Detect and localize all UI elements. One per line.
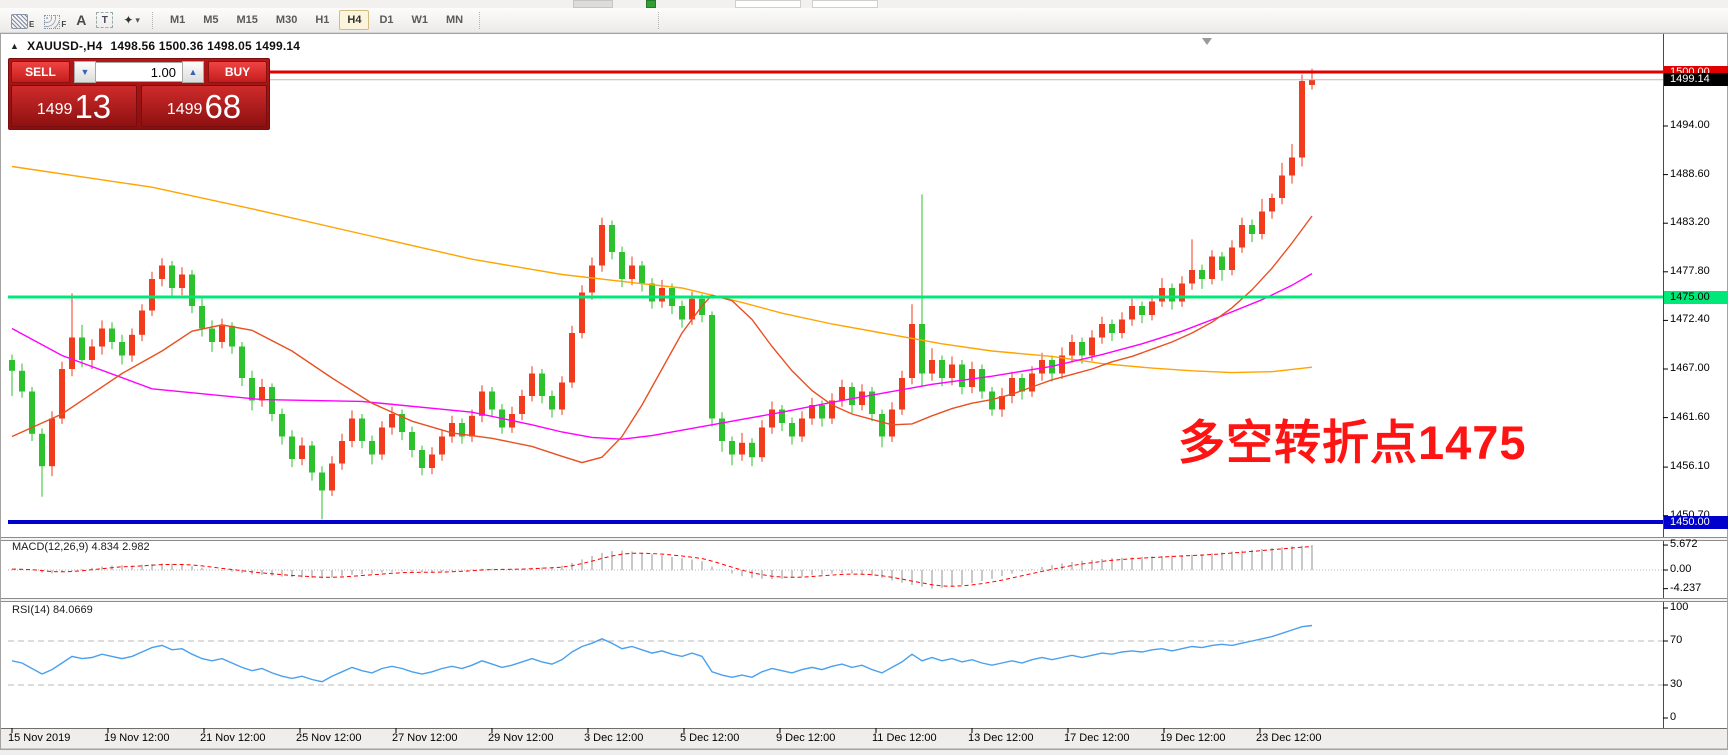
rsi-axis-label: 30 [1670,678,1683,690]
time-tick-label: 13 Dec 12:00 [968,732,1034,744]
shapes-dropdown-icon[interactable]: ✦ ▾ [123,12,140,29]
timeframe-button-H4[interactable]: H4 [339,10,370,30]
time-axis-separator [1,728,1727,729]
trade-prices-row: 1499 13 1499 68 [11,85,267,127]
rsi-value: 84.0669 [52,604,93,616]
timeframe-button-H1[interactable]: H1 [315,14,330,26]
chart-toolbar: E F A T ✦ ▾ M1 M5 M15 M30 H1 H4 D1 W1 MN [0,8,1728,33]
time-tick-label: 5 Dec 12:00 [680,732,740,744]
upper-toolbar-field [812,0,878,8]
buy-price-pips: 68 [204,88,242,125]
toolbar-separator [151,11,154,29]
macd-values: 4.834 2.982 [91,541,150,553]
time-tick-label: 27 Nov 12:00 [392,732,458,744]
time-tick-label: 25 Nov 12:00 [296,732,362,744]
grid-glyph [44,14,61,29]
chart-plot-area[interactable] [1,34,1663,728]
price-tick-label: 1461.60 [1670,410,1710,423]
shapes-glyph: ✦ [123,12,134,27]
macd-axis-label: 0.00 [1670,563,1692,575]
sell-price-pips: 13 [74,88,112,125]
sell-price-box[interactable]: 1499 13 [11,85,137,127]
panel-separator-macd[interactable] [1,537,1727,541]
timeframe-button-D1[interactable]: D1 [379,14,394,26]
sell-button[interactable]: SELL [11,61,71,83]
price-badge-1499.14: 1499.14 [1664,73,1728,87]
symbol-period-label: XAUUSD-,H4 [27,39,103,53]
price-tick-label: 1467.00 [1670,362,1710,374]
volume-decrease-button[interactable]: ▼ [74,61,96,83]
price-axis[interactable] [1663,34,1728,728]
buy-price-main: 1499 [166,101,203,118]
grid-snap-icon[interactable]: F [44,12,66,29]
timeframe-button-M30[interactable]: M30 [275,14,298,26]
ohlc-readout: 1498.56 1500.36 1498.05 1499.14 [110,39,301,53]
letter-t-glyph: T [96,12,114,28]
time-tick-label: 23 Dec 12:00 [1256,732,1322,744]
icon-subscript: F [61,19,67,29]
upper-toolbar-segment [573,0,613,8]
text-label-icon[interactable]: A [76,12,86,29]
time-tick-label: 17 Dec 12:00 [1064,732,1130,744]
time-tick-label: 29 Nov 12:00 [488,732,554,744]
timeframe-button-MN[interactable]: MN [446,14,464,26]
toolbar-separator [479,11,481,29]
rsi-name: RSI(14) [12,604,50,616]
chevron-down-icon: ▾ [135,15,140,25]
volume-increase-button[interactable]: ▲ [182,61,204,83]
timeframe-button-M5[interactable]: M5 [203,14,219,26]
buy-price-box[interactable]: 1499 68 [141,85,267,127]
timeframe-button-W1[interactable]: W1 [411,14,429,26]
text-box-icon[interactable]: T [96,12,114,29]
toolbar-separator [658,11,660,29]
window-bottom-strip [0,748,1728,755]
one-click-trading-panel: SELL ▼ ▲ BUY 1499 13 1499 68 [8,58,270,130]
letter-a-glyph: A [76,12,87,28]
buy-button[interactable]: BUY [207,61,267,83]
time-tick-label: 11 Dec 12:00 [872,732,937,744]
timeframe-group: M1 M5 M15 M30 H1 H4 D1 W1 MN [161,10,472,30]
rsi-axis-label: 70 [1670,634,1683,646]
rsi-axis-label: 0 [1670,711,1677,723]
price-tick-label: 1488.60 [1670,167,1710,180]
upper-toolbar-field [735,0,801,8]
price-tick-label: 1483.20 [1670,216,1710,229]
time-tick-label: 3 Dec 12:00 [584,732,644,744]
price-tick-label: 1477.80 [1670,264,1710,277]
expert-advisors-icon[interactable]: E [11,12,34,29]
macd-axis-label: 5.672 [1670,538,1698,551]
hatch-glyph [11,13,28,29]
price-tick-label: 1472.40 [1670,313,1710,326]
timeframe-button-M1[interactable]: M1 [169,14,186,26]
macd-name: MACD(12,26,9) [12,541,89,553]
one-click-collapse-arrow[interactable]: ▲ [10,41,20,51]
time-tick-label: 21 Nov 12:00 [200,732,266,744]
timeframe-button-M15[interactable]: M15 [236,14,258,26]
panel-separator-rsi[interactable] [1,598,1727,602]
time-tick-label: 15 Nov 2019 [8,732,71,744]
time-tick-label: 9 Dec 12:00 [776,732,836,744]
time-tick-label: 19 Nov 12:00 [104,732,170,744]
rsi-axis-label: 100 [1670,601,1689,613]
macd-axis-label: -4.237 [1670,581,1702,594]
rsi-label: RSI(14) 84.0669 [12,604,93,616]
chart-header: ▲ XAUUSD-,H4 1498.56 1500.36 1498.05 149… [10,39,300,53]
trade-controls-row: SELL ▼ ▲ BUY [11,61,267,83]
macd-label: MACD(12,26,9) 4.834 2.982 [12,541,150,553]
sell-price-main: 1499 [36,101,73,118]
price-badge-1450.00: 1450.00 [1664,515,1728,529]
chart-annotation-text[interactable]: 多空转折点1475 [1178,416,1527,469]
time-tick-label: 19 Dec 12:00 [1160,732,1226,744]
price-tick-label: 1494.00 [1670,119,1710,131]
upper-toolbar-green-icon [646,0,656,8]
price-badge-1475.00: 1475.00 [1664,290,1728,304]
icon-subscript: E [29,19,35,29]
volume-input[interactable] [96,62,182,82]
price-tick-label: 1456.10 [1670,460,1710,473]
